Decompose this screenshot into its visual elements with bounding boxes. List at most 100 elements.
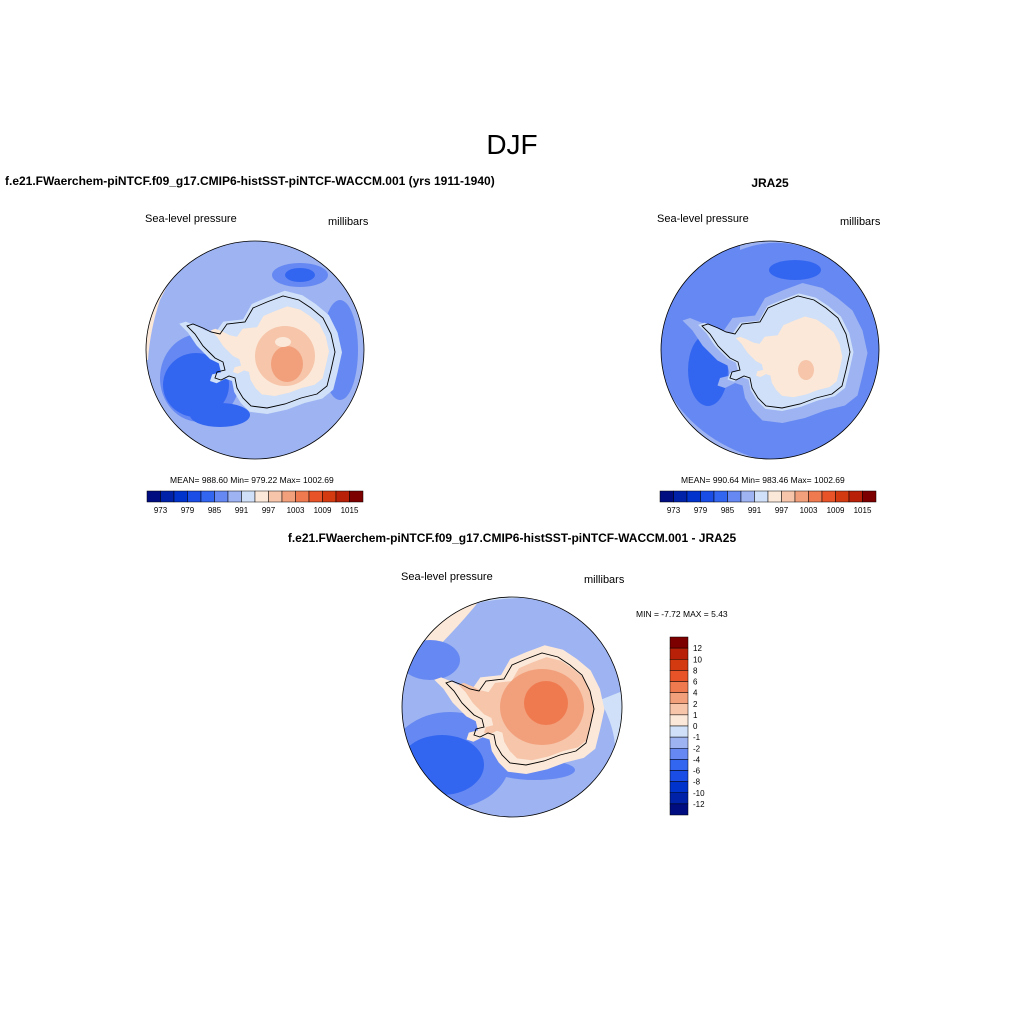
colorbar-diff-tick-label: -6 (693, 767, 701, 776)
colorbar-diff-swatch (669, 759, 689, 771)
colorbar-left-tick-label: 997 (262, 506, 276, 515)
colorbar-left-swatch (200, 490, 215, 503)
colorbar-diff-tick-label: -10 (693, 789, 705, 798)
colorbar-right-tick-label: 973 (667, 506, 681, 515)
panel-bottom-title: f.e21.FWaerchem-piNTCF.f09_g17.CMIP6-his… (287, 531, 737, 545)
colorbar-right-swatch (740, 490, 755, 503)
colorbar-right-swatch (754, 490, 769, 503)
colorbar-left-tick-label: 973 (154, 506, 168, 515)
colorbar-diff-swatch (669, 714, 689, 727)
colorbar-diff-swatch (669, 670, 689, 682)
colorbar-right-swatch (659, 490, 674, 503)
colorbar-diff-tick-label: 2 (693, 700, 698, 709)
colorbar-left-swatch (214, 490, 229, 503)
colorbar-diff-tick-label: -12 (693, 800, 705, 809)
colorbar-left-swatch (335, 490, 350, 503)
colorbar-left-swatch (268, 490, 283, 503)
colorbar-right-tick-label: 979 (694, 506, 708, 515)
bottom-variable-label: Sea-level pressure (401, 571, 493, 583)
colorbar-left-swatch (227, 490, 242, 503)
colorbar-right-swatch (848, 490, 863, 503)
colorbar-right-swatch (686, 490, 701, 503)
colorbar-left-swatch (146, 490, 161, 503)
left-variable-label: Sea-level pressure (145, 213, 237, 225)
colorbar-right-swatch (673, 490, 688, 503)
right-variable-label: Sea-level pressure (657, 213, 749, 225)
colorbar-diff-tick-label: -2 (693, 744, 701, 753)
colorbar-left-tick-label: 1015 (341, 506, 359, 515)
colorbar-diff-swatch (669, 770, 689, 782)
colorbar-diff-swatch (669, 803, 689, 816)
colorbar-left: 973 979 985 991 997 1003 1009 1015 (146, 490, 364, 515)
colorbar-right-swatch (727, 490, 742, 503)
colorbar-diff-swatch (669, 692, 689, 704)
colorbar-diff-swatch (669, 781, 689, 793)
colorbar-diff-swatch (669, 703, 689, 716)
colorbar-left-swatch (295, 490, 310, 503)
colorbar-diff-swatch (669, 681, 689, 693)
colorbar-left-tick-label: 991 (235, 506, 249, 515)
colorbar-right-swatch (821, 490, 836, 503)
colorbar-right-swatch (713, 490, 728, 503)
colorbar-right-tick-label: 1009 (827, 506, 845, 515)
map-obs (661, 241, 879, 459)
colorbar-diff-tick-label: 4 (693, 689, 698, 698)
colorbar-diff-swatch (669, 736, 689, 749)
colorbar-diff-swatch (669, 647, 689, 660)
left-stats: MEAN= 988.60 Min= 979.22 Max= 1002.69 (170, 475, 334, 485)
map-diff (402, 597, 622, 817)
colorbar-diff-swatch (669, 725, 689, 738)
figure-title: DJF (486, 129, 538, 160)
colorbar-left-swatch (241, 490, 256, 503)
colorbar-left-tick-label: 1009 (314, 506, 332, 515)
colorbar-right: 973 979 985 991 997 1003 1009 1015 (659, 490, 877, 515)
colorbar-right-swatch (835, 490, 850, 503)
colorbar-right-swatch (862, 490, 877, 503)
panel-right-title: JRA25 (751, 176, 789, 190)
colorbar-left-swatch (254, 490, 269, 503)
colorbar-diff-swatch (669, 659, 689, 671)
colorbar-diff-tick-label: -1 (693, 733, 701, 742)
colorbar-left-swatch (281, 490, 296, 503)
colorbar-left-swatch (187, 490, 202, 503)
right-stats: MEAN= 990.64 Min= 983.46 Max= 1002.69 (681, 475, 845, 485)
colorbar-diff-tick-label: -8 (693, 778, 701, 787)
panel-left-title: f.e21.FWaerchem-piNTCF.f09_g17.CMIP6-his… (5, 174, 495, 188)
colorbar-right-tick-label: 997 (775, 506, 789, 515)
colorbar-left-swatch (308, 490, 323, 503)
colorbar-diff-tick-label: -4 (693, 755, 701, 764)
map-diff-border (401, 596, 623, 818)
colorbar-left-tick-label: 985 (208, 506, 222, 515)
colorbar-diff-tick-label: 6 (693, 678, 698, 687)
colorbar-left-swatch (173, 490, 188, 503)
map-model-border (145, 240, 365, 460)
colorbar-right-swatch (808, 490, 823, 503)
colorbar-right-swatch (767, 490, 782, 503)
colorbar-right-swatch (794, 490, 809, 503)
colorbar-right-swatch (781, 490, 796, 503)
colorbar-diff-swatch (669, 748, 689, 760)
colorbar-diff-swatch (669, 636, 689, 649)
colorbar-left-swatch (349, 490, 364, 503)
colorbar-diff-tick-label: 0 (693, 722, 698, 731)
colorbar-left-swatch (160, 490, 175, 503)
colorbar-diff-tick-label: 1 (693, 711, 698, 720)
left-units-label: millibars (328, 216, 369, 228)
colorbar-left-swatch (322, 490, 337, 503)
colorbar-diff-tick-label: 8 (693, 666, 698, 675)
bottom-units-label: millibars (584, 574, 625, 586)
colorbar-right-tick-label: 1015 (854, 506, 872, 515)
map-model (146, 241, 364, 459)
colorbar-diff-swatch (669, 792, 689, 805)
colorbar-diff-tick-label: 10 (693, 655, 702, 664)
colorbar-left-tick-label: 979 (181, 506, 195, 515)
colorbar-diff-tick-label: 12 (693, 644, 702, 653)
colorbar-right-tick-label: 991 (748, 506, 762, 515)
colorbar-right-swatch (700, 490, 715, 503)
colorbar-right-tick-label: 985 (721, 506, 735, 515)
diff-stats: MIN = -7.72 MAX = 5.43 (636, 609, 728, 619)
colorbar-left-tick-label: 1003 (287, 506, 305, 515)
right-units-label: millibars (840, 216, 881, 228)
